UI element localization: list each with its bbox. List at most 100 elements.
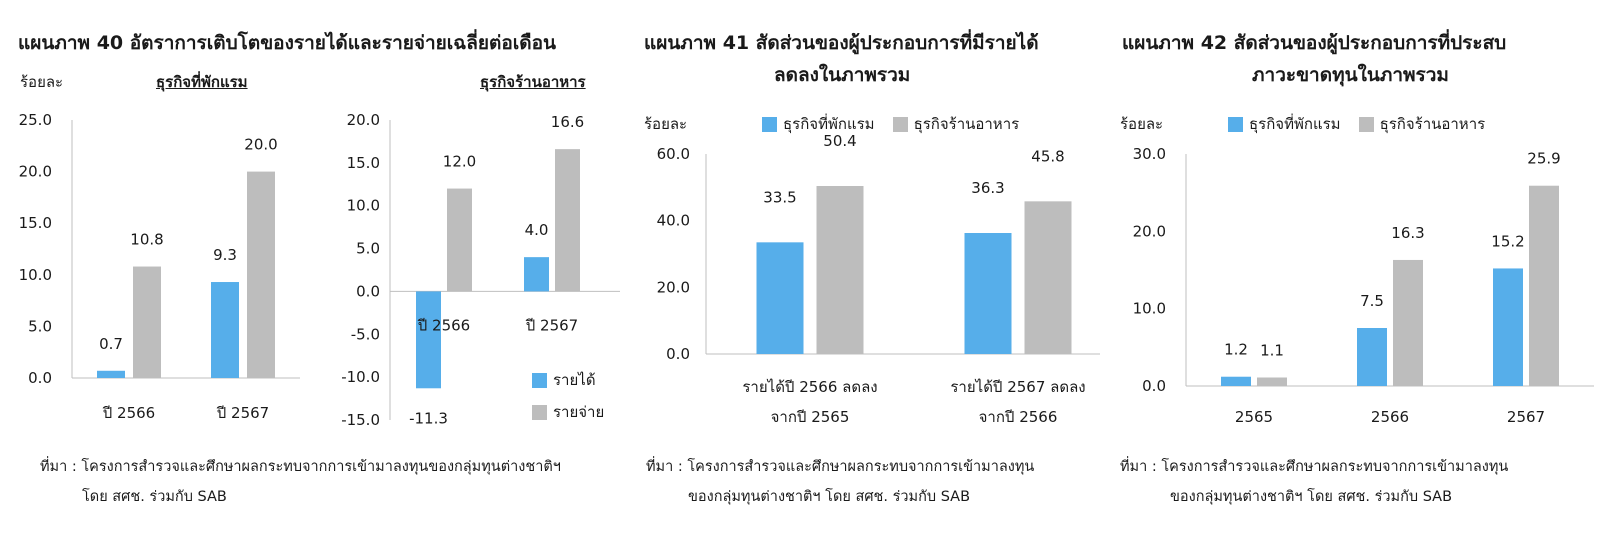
y-tick-label: 0.0 [28,369,52,387]
legend-item-income: รายได้ [532,368,604,392]
bar [756,242,804,354]
y-tick-label: 20.0 [347,111,380,129]
data-label: 25.9 [1527,150,1560,168]
panel-42: แผนภาพ 42 สัดส่วนของผู้ประกอบการที่ประสบ… [1116,0,1600,546]
data-label: 33.5 [763,188,796,206]
x-category-label: จากปี 2566 [979,408,1058,426]
y-tick-label: 20.0 [19,163,52,181]
x-category-label: 2565 [1235,408,1273,426]
chart-40a-subtitle: ธุรกิจที่พักแรม [156,73,248,91]
x-category-label: ปี 2567 [216,404,269,422]
y-tick-label: 15.0 [19,214,52,232]
data-label: 16.6 [551,113,584,131]
legend-item-restaurant: ธุรกิจร้านอาหาร [892,112,1020,136]
bar [524,257,549,292]
chart-40-legend: รายได้ รายจ่าย [532,368,604,424]
y-tick-label: 5.0 [28,317,52,335]
x-category-label: รายได้ปี 2567 ลดลง [950,378,1085,396]
source-line-1: ที่มา : โครงการสำรวจและศึกษาผลกระทบจากกา… [646,459,1035,475]
y-tick-label: 10.0 [1133,300,1166,318]
chart-40a-svg: 0.0 5.0 10.0 15.0 20.0 25.0 0.7 10.8 ปี 2566 9.3 2… [19,111,300,422]
legend-label-hotel: ธุรกิจที่พักแรม [783,115,875,133]
legend-swatch-restaurant [892,116,908,132]
legend-swatch-restaurant [1358,116,1374,132]
y-tick-label: 40.0 [657,212,690,230]
chart-42-source: ที่มา : โครงการสำรวจและศึกษาผลกระทบจากกา… [1120,452,1508,512]
legend-label-restaurant: ธุรกิจร้านอาหาร [913,115,1020,133]
bar [964,233,1012,354]
legend-label-expense: รายจ่าย [553,403,605,421]
bar [1529,185,1559,386]
data-label: 45.8 [1031,147,1064,165]
y-tick-label: 10.0 [19,266,52,284]
legend-label-restaurant: ธุรกิจร้านอาหาร [1379,115,1486,133]
data-label: 10.8 [130,231,163,249]
y-tick-label: 0.0 [356,282,380,300]
legend-item-restaurant: ธุรกิจร้านอาหาร [1358,112,1486,136]
legend-swatch-hotel [1228,116,1243,132]
chart-41-source: ที่มา : โครงการสำรวจและศึกษาผลกระทบจากกา… [646,452,1034,512]
bar [555,149,580,292]
data-label: 7.5 [1360,292,1384,310]
y-tick-label: -15.0 [341,411,380,429]
legend-swatch-expense [532,404,547,420]
x-category-label: ปี 2566 [102,404,155,422]
x-category-label: จากปี 2565 [771,408,850,426]
chart-41-title-line-1: แผนภาพ 41 สัดส่วนของผู้ประกอบการที่มีราย… [644,32,1039,54]
source-line-2: ของกลุ่มทุนต่างชาติฯ โดย สศช. ร่วมกับ SA… [1170,489,1453,505]
bar [1393,259,1423,386]
y-tick-label: 5.0 [356,240,380,258]
y-tick-label: 25.0 [19,111,52,129]
y-tick-label: 30.0 [1133,145,1166,163]
data-label: -11.3 [409,409,448,427]
x-category-label: รายได้ปี 2566 ลดลง [742,378,877,396]
chart-41-legend: ธุรกิจที่พักแรม ธุรกิจร้านอาหาร [762,112,1019,136]
y-tick-label: 20.0 [1133,222,1166,240]
bar [133,266,161,378]
bar [1024,201,1072,354]
data-label: 0.7 [99,335,123,353]
x-category-label: ปี 2566 [417,316,470,334]
chart-42-svg: 0.0 10.0 20.0 30.0 1.2 1.1 2565 7.5 16.3 2566 15.2… [1133,145,1594,426]
y-tick-label: 0.0 [1142,377,1166,395]
data-label: 9.3 [213,246,237,264]
y-tick-label: -10.0 [341,368,380,386]
data-label: 50.4 [823,132,856,150]
y-tick-label: 0.0 [666,345,690,363]
data-label: 12.0 [443,153,476,171]
bar [1493,268,1523,386]
bar [247,171,275,378]
chart-41-title-line-2: ลดลงในภาพรวม [774,64,911,86]
chart-40b-svg: -15.0 -10.0 -5.0 0.0 5.0 10.0 15.0 20.0 -11.3 12.… [341,111,620,429]
source-line-1: ที่มา : โครงการสำรวจและศึกษาผลกระทบจากกา… [1120,459,1509,475]
chart-42-legend: ธุรกิจที่พักแรม ธุรกิจร้านอาหาร [1228,112,1485,136]
y-tick-label: 20.0 [657,278,690,296]
data-label: 1.1 [1260,341,1284,359]
legend-swatch-income [532,372,547,388]
bar [416,291,441,389]
data-label: 1.2 [1224,341,1248,359]
chart-40b-subtitle: ธุรกิจร้านอาหาร [480,73,586,91]
source-line-2: โดย สศช. ร่วมกับ SAB [82,489,227,505]
panel-41: แผนภาพ 41 สัดส่วนของผู้ประกอบการที่มีราย… [640,0,1110,546]
chart-40-unit: ร้อยละ [20,73,64,91]
chart-40-title: แผนภาพ 40 อัตราการเติบโตของรายได้และรายจ… [18,32,557,54]
source-line-2: ของกลุ่มทุนต่างชาติฯ โดย สศช. ร่วมกับ SA… [688,489,971,505]
x-category-label: ปี 2567 [525,316,578,334]
legend-item-hotel: ธุรกิจที่พักแรม [762,112,875,136]
chart-42-unit: ร้อยละ [1120,115,1164,133]
y-tick-label: 15.0 [347,154,380,172]
bar [1221,376,1251,386]
data-label: 36.3 [971,179,1004,197]
x-category-label: 2567 [1507,408,1545,426]
data-label: 15.2 [1491,232,1524,250]
bar [447,188,472,292]
bar [211,282,239,378]
x-category-label: 2566 [1371,408,1409,426]
bar [816,186,864,354]
chart-42-title-line-1: แผนภาพ 42 สัดส่วนของผู้ประกอบการที่ประสบ [1122,32,1507,54]
y-tick-label: 10.0 [347,197,380,215]
data-label: 20.0 [244,136,277,154]
y-tick-label: -5.0 [351,325,380,343]
legend-label-income: รายได้ [553,371,596,389]
